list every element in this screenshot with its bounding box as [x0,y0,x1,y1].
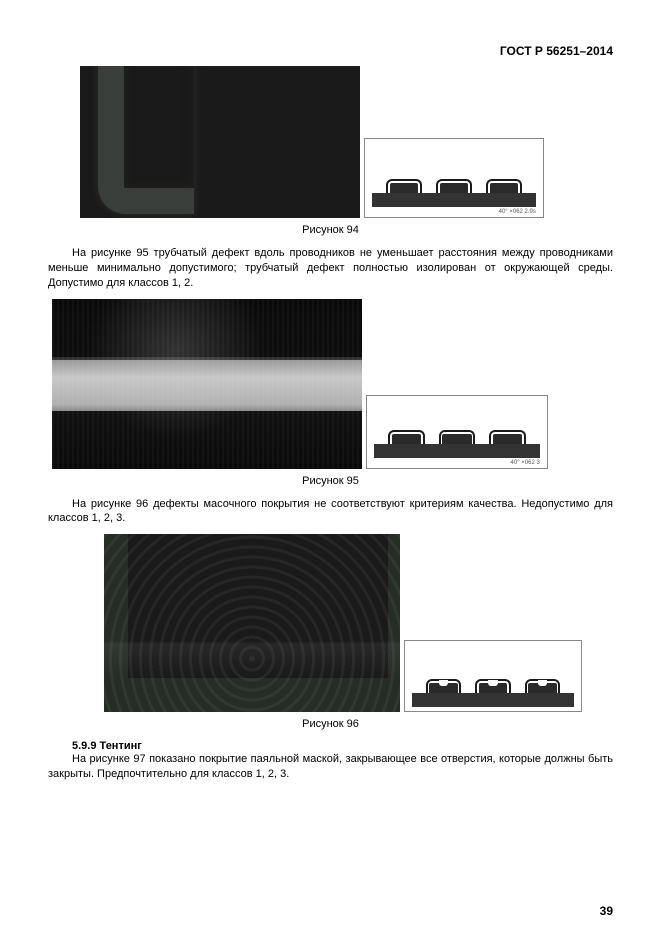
page-number: 39 [600,904,613,918]
figure-94-row: 40° ×062 2.9s [48,66,613,218]
figure-96-row [48,534,613,712]
section-5-9-9-title: 5.9.9 Тентинг [48,740,613,752]
doc-id-header: ГОСТ Р 56251–2014 [48,44,613,58]
figure-94-diagram-note: 40° ×062 2.9s [372,209,536,215]
figure-95-photo [52,299,362,469]
paragraph-fig95: На рисунке 95 трубчатый дефект вдоль про… [48,246,613,291]
document-page: ГОСТ Р 56251–2014 40° ×062 2.9s Рисунок … [0,0,661,936]
figure-95-caption: Рисунок 95 [48,475,613,487]
figure-96-caption: Рисунок 96 [48,718,613,730]
figure-95-diagram: 40° ×062 3 [366,395,548,469]
figure-96-diagram [404,640,582,712]
figure-96-photo [104,534,400,712]
figure-95-diagram-note: 40° ×062 3 [374,460,540,466]
figure-94-photo [80,66,360,218]
paragraph-fig96: На рисунке 96 дефекты масочного покрытия… [48,497,613,527]
figure-95-row: 40° ×062 3 [48,299,613,469]
figure-94-caption: Рисунок 94 [48,224,613,236]
paragraph-fig97: На рисунке 97 показано покрытие паяльной… [48,752,613,782]
figure-94-diagram: 40° ×062 2.9s [364,138,544,218]
